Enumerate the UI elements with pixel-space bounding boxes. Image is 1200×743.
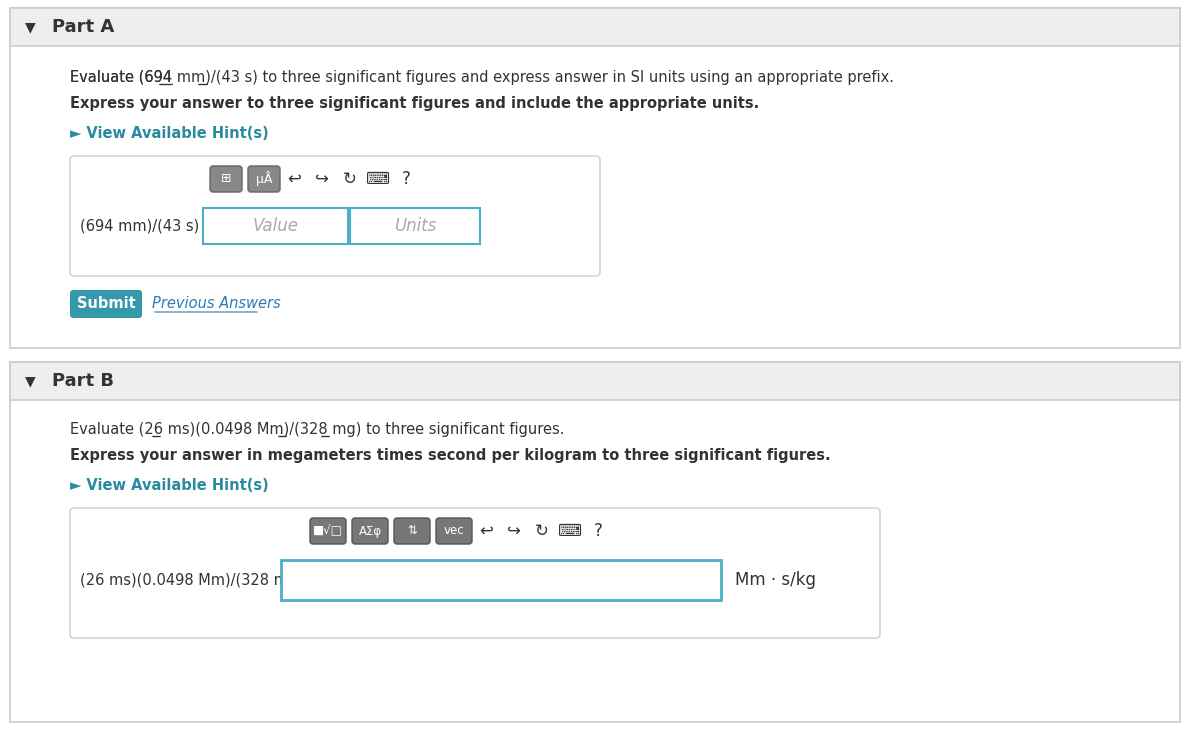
Text: ► View Available Hint(s): ► View Available Hint(s) xyxy=(70,126,269,141)
Text: Previous Answers: Previous Answers xyxy=(152,296,281,311)
Text: Value: Value xyxy=(252,217,299,235)
Text: Evaluate (694: Evaluate (694 xyxy=(70,70,176,85)
Text: ⊞: ⊞ xyxy=(221,172,232,186)
Text: ?: ? xyxy=(594,522,602,540)
Text: Part B: Part B xyxy=(52,372,114,390)
Text: Part A: Part A xyxy=(52,18,114,36)
Text: ⌨: ⌨ xyxy=(558,522,582,540)
Text: Submit: Submit xyxy=(77,296,136,311)
Bar xyxy=(10,362,1180,400)
Bar xyxy=(281,560,721,600)
Text: Express your answer to three significant figures and include the appropriate uni: Express your answer to three significant… xyxy=(70,96,760,111)
Text: ↻: ↻ xyxy=(535,522,548,540)
Text: ⇅: ⇅ xyxy=(407,525,416,537)
Text: Evaluate (26 ms)(0.0498 Mm)/(328 mg) to three significant figures.: Evaluate (26 ms)(0.0498 Mm)/(328 mg) to … xyxy=(70,422,564,437)
Bar xyxy=(10,362,1180,722)
FancyBboxPatch shape xyxy=(310,518,346,544)
Text: ▼: ▼ xyxy=(25,20,35,34)
Text: Mm · s/kg: Mm · s/kg xyxy=(734,571,816,589)
Bar xyxy=(10,8,1180,348)
FancyBboxPatch shape xyxy=(210,166,242,192)
Text: ► View Available Hint(s): ► View Available Hint(s) xyxy=(70,478,269,493)
Text: (26 ms)(0.0498 Mm)/(328 mg) =: (26 ms)(0.0498 Mm)/(328 mg) = xyxy=(80,573,319,588)
Text: ΑΣφ: ΑΣφ xyxy=(359,525,382,537)
Text: Evaluate (694 mm)/(43 s) to three significant figures and express answer in SI u: Evaluate (694 mm)/(43 s) to three signif… xyxy=(70,70,894,85)
FancyBboxPatch shape xyxy=(70,156,600,276)
Bar xyxy=(10,8,1180,46)
Text: ↪: ↪ xyxy=(508,522,521,540)
Text: ?: ? xyxy=(402,170,410,188)
FancyBboxPatch shape xyxy=(436,518,472,544)
FancyBboxPatch shape xyxy=(352,518,388,544)
Text: μÅ: μÅ xyxy=(256,172,272,186)
Text: (694 mm)/(43 s) =: (694 mm)/(43 s) = xyxy=(80,218,216,233)
Bar xyxy=(350,208,480,244)
Text: ↻: ↻ xyxy=(343,170,356,188)
Text: vec: vec xyxy=(444,525,464,537)
FancyBboxPatch shape xyxy=(70,290,142,318)
FancyBboxPatch shape xyxy=(248,166,280,192)
Text: ▼: ▼ xyxy=(25,374,35,388)
Bar xyxy=(203,208,348,244)
Text: ↩: ↩ xyxy=(479,522,493,540)
FancyBboxPatch shape xyxy=(70,508,880,638)
FancyBboxPatch shape xyxy=(394,518,430,544)
Text: Express your answer in megameters times second per kilogram to three significant: Express your answer in megameters times … xyxy=(70,448,830,463)
Text: ■√□: ■√□ xyxy=(313,525,343,537)
Text: Units: Units xyxy=(394,217,436,235)
Text: ⌨: ⌨ xyxy=(366,170,390,188)
Text: ↩: ↩ xyxy=(287,170,301,188)
Text: ↪: ↪ xyxy=(316,170,329,188)
